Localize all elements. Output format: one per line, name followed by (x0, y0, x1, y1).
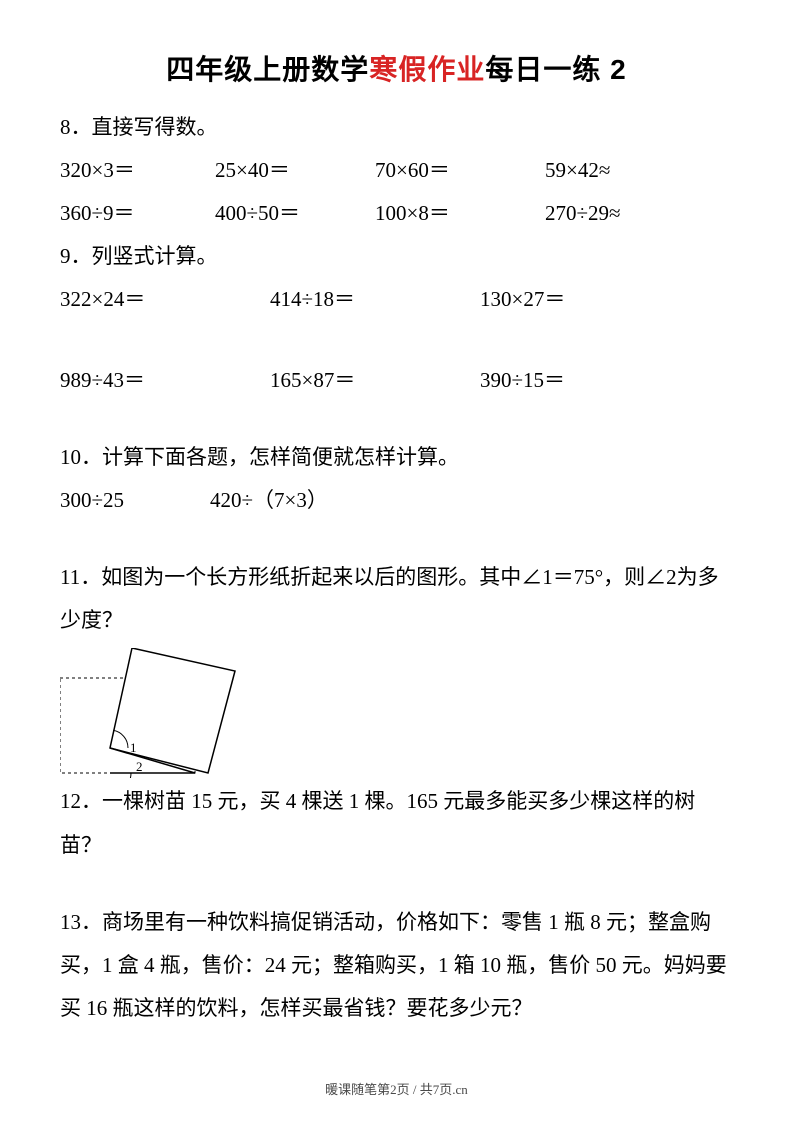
q11-text: 11．如图为一个长方形纸折起来以后的图形。其中∠1＝75°，则∠2为多少度？ (60, 556, 733, 642)
q8-r1-c1: 320×3＝ (60, 149, 215, 192)
q9-r2-c1: 989÷43＝ (60, 359, 270, 402)
q12-text: 12．一棵树苗 15 元，买 4 棵送 1 棵。165 元最多能买多少棵这样的树… (60, 780, 733, 866)
q9-r1-c2: 414÷18＝ (270, 278, 480, 321)
q9-row2: 989÷43＝ 165×87＝ 390÷15＝ (60, 359, 733, 402)
q9-r1-c3: 130×27＝ (480, 278, 680, 321)
q13-text: 13．商场里有一种饮料搞促销活动，价格如下：零售 1 瓶 8 元；整盒购买，1 … (60, 901, 733, 1030)
page-title: 四年级上册数学寒假作业每日一练 2 (60, 48, 733, 88)
q8-r2-c3: 100×8＝ (375, 192, 545, 235)
title-part1: 四年级上册数学 (166, 54, 369, 85)
q8-prompt: 8．直接写得数。 (60, 106, 733, 149)
q10-r1-c1: 300÷25 (60, 479, 210, 522)
q8-r2-c2: 400÷50＝ (215, 192, 375, 235)
svg-text:1: 1 (130, 740, 137, 755)
q8-row2: 360÷9＝ 400÷50＝ 100×8＝ 270÷29≈ (60, 192, 733, 235)
q8-r1-c4: 59×42≈ (545, 149, 695, 192)
q10-row1: 300÷25 420÷（7×3） (60, 479, 733, 522)
q9-r1-c1: 322×24＝ (60, 278, 270, 321)
q9-prompt: 9．列竖式计算。 (60, 235, 733, 278)
q8-r1-c2: 25×40＝ (215, 149, 375, 192)
q8-r2-c4: 270÷29≈ (545, 192, 695, 235)
q8-r2-c1: 360÷9＝ (60, 192, 215, 235)
title-part2-red: 寒假作业 (369, 54, 485, 85)
page-footer: 暖课随笔第2页 / 共7页.cn (0, 1079, 793, 1098)
q10-r1-c2: 420÷（7×3） (210, 479, 328, 522)
title-part3: 每日一练 2 (485, 54, 626, 85)
svg-text:2: 2 (136, 759, 143, 774)
content: 8．直接写得数。 320×3＝ 25×40＝ 70×60＝ 59×42≈ 360… (60, 106, 733, 1030)
q8-r1-c3: 70×60＝ (375, 149, 545, 192)
q8-row1: 320×3＝ 25×40＝ 70×60＝ 59×42≈ (60, 149, 733, 192)
q9-r2-c3: 390÷15＝ (480, 359, 680, 402)
q9-r2-c2: 165×87＝ (270, 359, 480, 402)
q9-row1: 322×24＝ 414÷18＝ 130×27＝ (60, 278, 733, 321)
q10-prompt: 10．计算下面各题，怎样简便就怎样计算。 (60, 436, 733, 479)
q11-diagram: 1 2 (60, 648, 260, 778)
